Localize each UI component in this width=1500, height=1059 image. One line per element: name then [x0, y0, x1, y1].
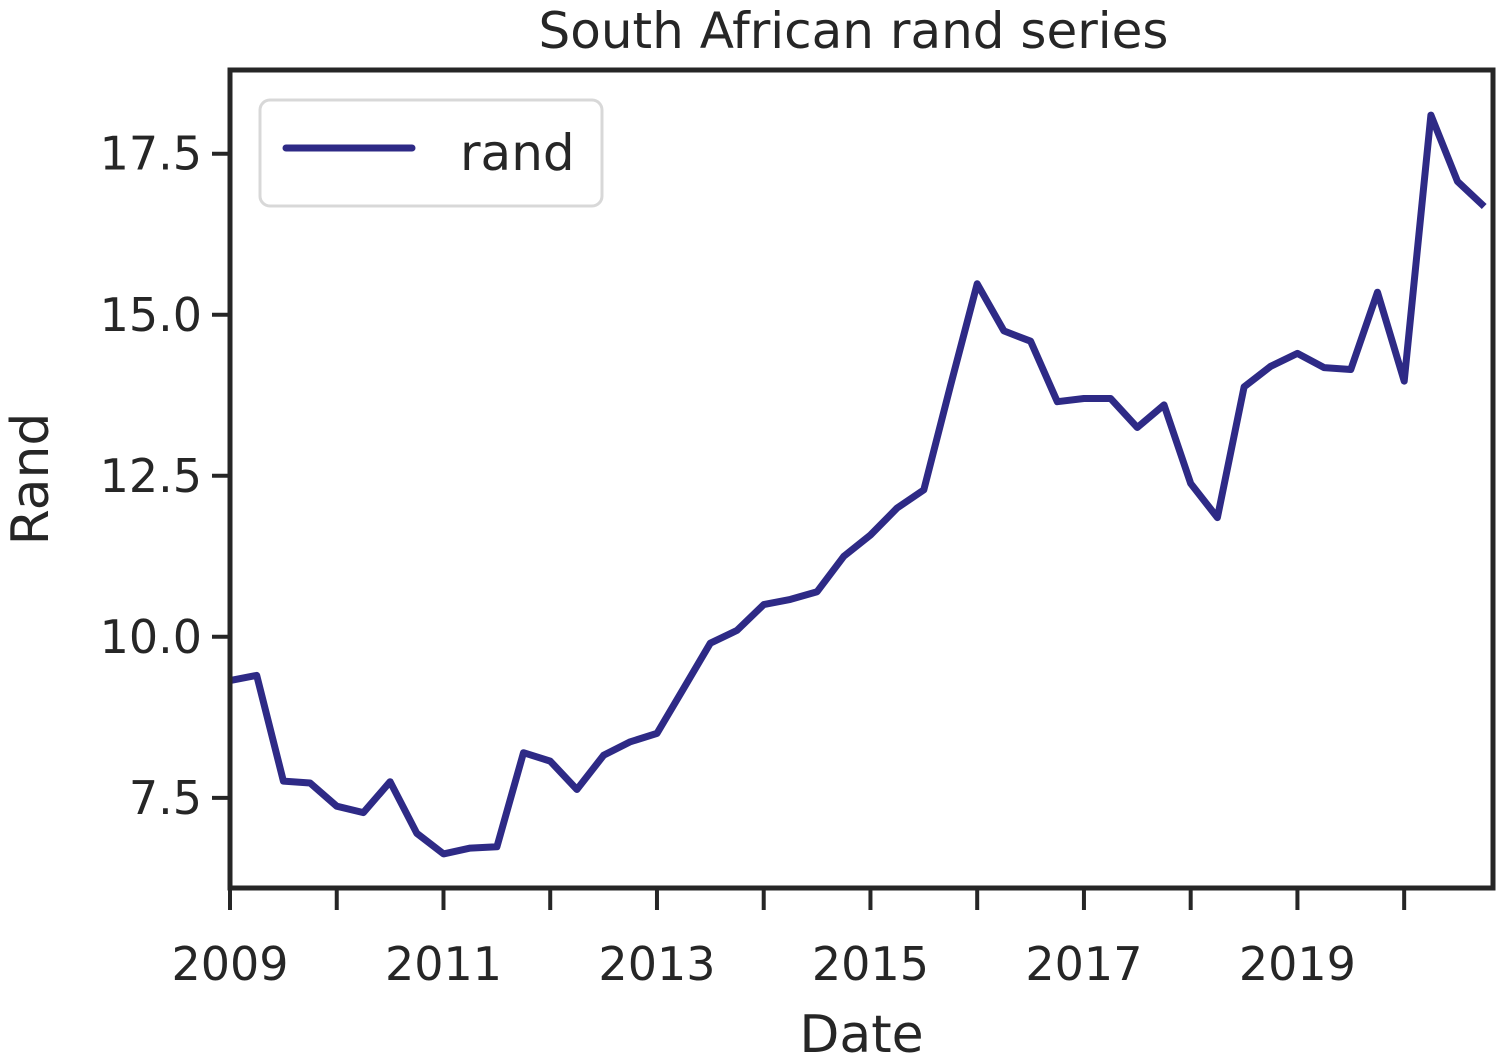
- y-axis-label: Rand: [1, 413, 61, 546]
- legend-label-rand: rand: [460, 124, 575, 182]
- y-tick-label: 7.5: [129, 771, 202, 825]
- legend: rand: [258, 98, 604, 208]
- plot-frame: [227, 67, 1496, 891]
- legend-box: [258, 98, 604, 208]
- x-axis-ticks: 2009 2011 2013 2015 2017 2019: [171, 888, 1407, 991]
- y-axis-ticks: 7.5 10.0 12.5 15.0 17.5: [100, 127, 230, 825]
- x-tick-label: 2017: [1025, 937, 1142, 991]
- chart-title: South African rand series: [539, 2, 1169, 60]
- y-tick-label: 10.0: [100, 610, 202, 664]
- y-tick-label: 17.5: [100, 127, 202, 181]
- x-tick-label: 2011: [385, 937, 502, 991]
- x-tick-label: 2019: [1239, 937, 1356, 991]
- series-line-rand: [229, 111, 1487, 858]
- y-tick-label: 15.0: [100, 288, 202, 342]
- x-axis-label: Date: [799, 1005, 923, 1059]
- x-tick-label: 2009: [171, 937, 288, 991]
- y-tick-label: 12.5: [100, 449, 202, 503]
- x-tick-label: 2015: [812, 937, 929, 991]
- x-tick-label: 2013: [598, 937, 715, 991]
